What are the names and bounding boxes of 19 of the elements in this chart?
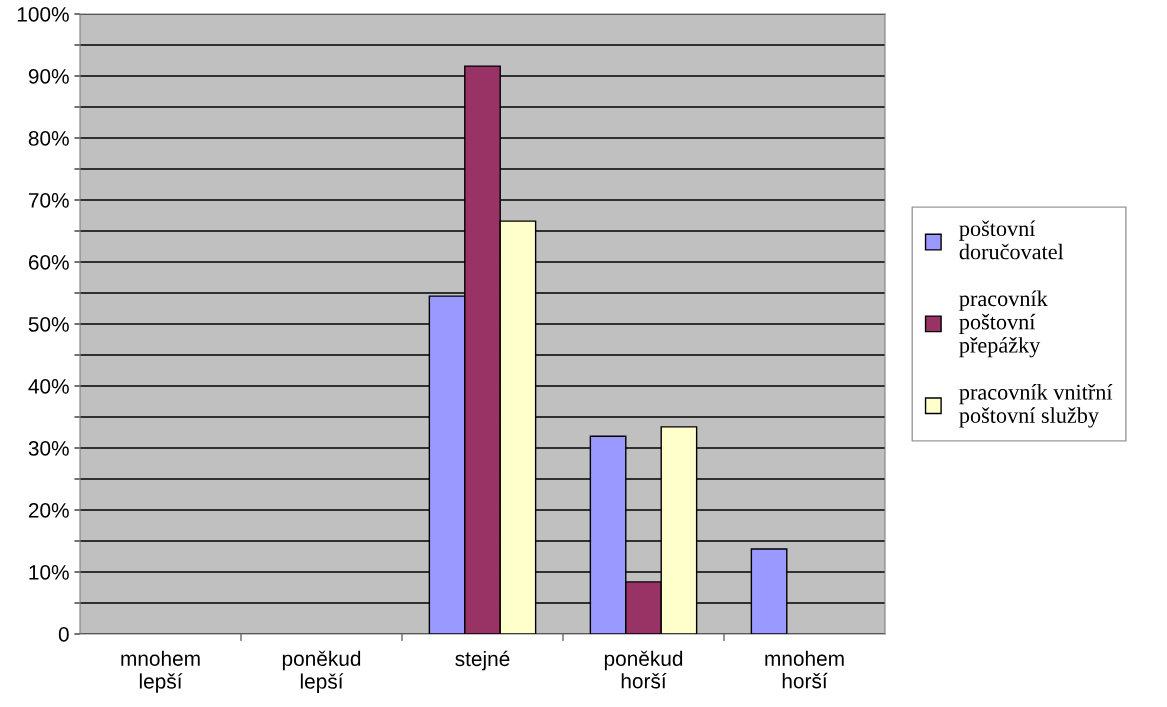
- y-tick-label: 100%: [17, 7, 69, 22]
- y-tick-label: 70%: [28, 193, 69, 208]
- y-tick-label: 50%: [28, 317, 69, 332]
- legend-label: poštovní doručovatel: [959, 220, 1064, 260]
- y-tick-label: 40%: [28, 379, 69, 394]
- x-tick-label: mnohem lepší: [121, 650, 200, 693]
- y-tick-label: 90%: [28, 69, 69, 84]
- y-tick-label: 60%: [28, 255, 69, 270]
- x-tick-label: stejné: [455, 650, 510, 671]
- y-tick-label: 10%: [29, 565, 69, 580]
- x-tick-label: mnohem horší: [765, 650, 844, 689]
- y-tick-label: 30%: [28, 441, 69, 456]
- legend-label: pracovník vnitřní poštovní služby: [959, 384, 1113, 428]
- y-tick-label: 0: [58, 627, 69, 642]
- legend-label: pracovník poštovní přepážky: [959, 290, 1048, 358]
- x-tick-label: poněkud horší: [604, 650, 683, 689]
- y-tick-label: 80%: [28, 131, 69, 146]
- y-tick-label: 20%: [28, 503, 69, 518]
- x-tick-label: poněkud lepší: [282, 650, 361, 693]
